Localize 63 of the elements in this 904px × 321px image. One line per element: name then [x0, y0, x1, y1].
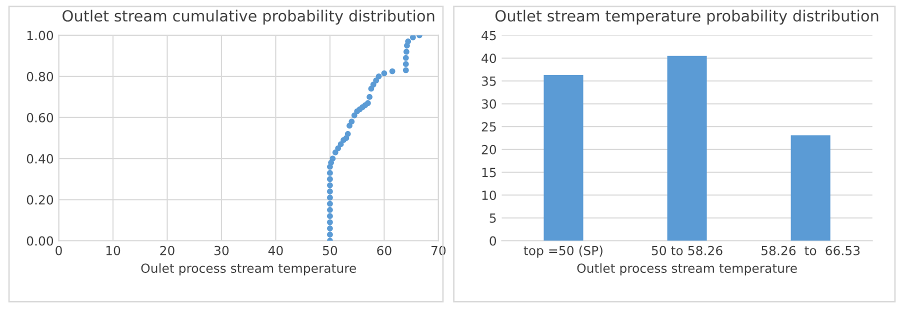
y-tick-label: 0	[490, 236, 496, 246]
x-tick-label: 58.26 to 66.53	[762, 246, 860, 256]
y-tick-label: 15	[482, 168, 496, 178]
point	[332, 149, 338, 156]
bar	[667, 56, 707, 241]
point	[327, 194, 333, 201]
x-tick-label: 70	[432, 246, 446, 256]
y-tick-label: 1.00	[27, 30, 54, 40]
point	[364, 100, 371, 106]
y-tick-label: 20	[482, 144, 496, 154]
point	[376, 73, 382, 80]
point	[344, 130, 351, 137]
x-tick-label: 40	[268, 246, 283, 256]
x-tick-label: 20	[160, 246, 174, 256]
x-axis-title: Outlet process stream temperature	[577, 263, 797, 276]
point	[366, 94, 372, 100]
point	[351, 112, 358, 118]
y-tick-label: 35	[482, 76, 496, 86]
point	[327, 213, 333, 220]
x-axis-title: Oulet process stream temperature	[141, 263, 356, 276]
point	[327, 182, 333, 188]
y-tick-label: 40	[482, 54, 496, 64]
y-tick-label: 0.20	[26, 195, 54, 205]
y-tick-label: 5	[490, 214, 496, 223]
x-tick-label: 50	[322, 246, 338, 256]
bar	[544, 75, 584, 241]
point	[410, 35, 416, 40]
point	[405, 38, 412, 44]
point	[327, 188, 333, 194]
y-tick-label: 0.40	[26, 154, 54, 164]
x-tick-label: 50 to 58.26	[652, 246, 722, 256]
point	[402, 54, 409, 61]
point	[327, 176, 333, 182]
point	[403, 48, 410, 55]
point	[327, 170, 333, 176]
y-tick-label: 25	[482, 122, 496, 132]
x-tick-label: 60	[377, 246, 392, 256]
point	[402, 67, 409, 74]
x-tick-label: top =50 (SP)	[524, 246, 602, 258]
point	[335, 145, 342, 152]
point	[381, 70, 388, 76]
y-tick-label: 0.80	[26, 72, 54, 82]
point	[330, 156, 336, 162]
point	[327, 219, 333, 226]
point	[373, 78, 380, 84]
point	[327, 200, 333, 207]
y-tick-label: 45	[482, 30, 496, 40]
point	[389, 68, 396, 74]
y-tick-label: 10	[482, 190, 496, 200]
point	[327, 232, 333, 238]
x-tick-label: 0	[56, 246, 62, 256]
x-tick-label: 10	[106, 246, 120, 256]
x-tick-label: 30	[214, 246, 229, 256]
point	[402, 61, 409, 68]
point	[348, 118, 355, 125]
chart-title: Outlet stream temperature probability distribution	[495, 10, 878, 25]
point	[327, 206, 333, 213]
y-tick-label: 0.00	[26, 236, 54, 246]
y-tick-label: 30	[482, 99, 496, 109]
y-tick-label: 0.60	[26, 112, 54, 122]
bar	[790, 135, 830, 241]
chart-title: Outlet stream cumulative probability distribution	[62, 10, 434, 25]
point	[327, 225, 333, 232]
